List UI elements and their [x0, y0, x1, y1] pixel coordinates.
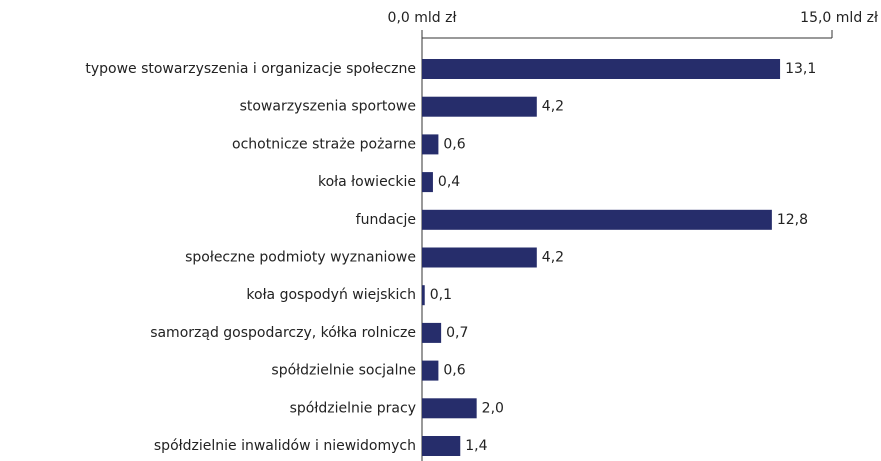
y-tick-label: stowarzyszenia sportowe	[240, 99, 416, 115]
value-label: 4,2	[542, 99, 564, 115]
bar	[422, 436, 461, 456]
value-label: 0,4	[438, 174, 460, 190]
value-label: 0,1	[430, 287, 452, 303]
y-tick-label: spółdzielnie pracy	[290, 400, 416, 416]
bar	[422, 209, 772, 230]
y-tick-label: spółdzielnie inwalidów i niewidomych	[154, 438, 416, 454]
bar	[422, 134, 439, 155]
bar	[422, 172, 433, 193]
y-tick-label: społeczne podmioty wyznaniowe	[185, 250, 416, 266]
value-label: 0,7	[446, 325, 468, 341]
y-tick-label: koła gospodyń wiejskich	[246, 287, 416, 303]
bar	[422, 247, 537, 268]
y-tick-label: koła łowieckie	[318, 174, 416, 190]
value-label: 1,4	[465, 438, 487, 454]
x-tick-label: 15,0 mld zł	[800, 10, 878, 26]
value-label: 13,1	[785, 61, 816, 77]
x-tick-label: 0,0 mld zł	[388, 10, 457, 26]
value-label: 0,6	[443, 363, 465, 379]
bar	[422, 398, 477, 419]
bar	[422, 59, 781, 79]
value-label: 0,6	[443, 136, 465, 152]
y-tick-label: ochotnicze straże pożarne	[232, 136, 416, 152]
y-tick-label: typowe stowarzyszenia i organizacje społ…	[85, 61, 416, 77]
bar	[422, 360, 439, 381]
y-tick-label: samorząd gospodarczy, kółka rolnicze	[150, 325, 416, 341]
bar	[422, 96, 537, 117]
value-label: 2,0	[482, 400, 504, 416]
y-tick-label: fundacje	[356, 212, 416, 228]
bar	[422, 285, 425, 306]
y-tick-label: spółdzielnie socjalne	[271, 363, 416, 379]
bar	[422, 322, 442, 343]
value-label: 12,8	[777, 212, 808, 228]
value-label: 4,2	[542, 250, 564, 266]
